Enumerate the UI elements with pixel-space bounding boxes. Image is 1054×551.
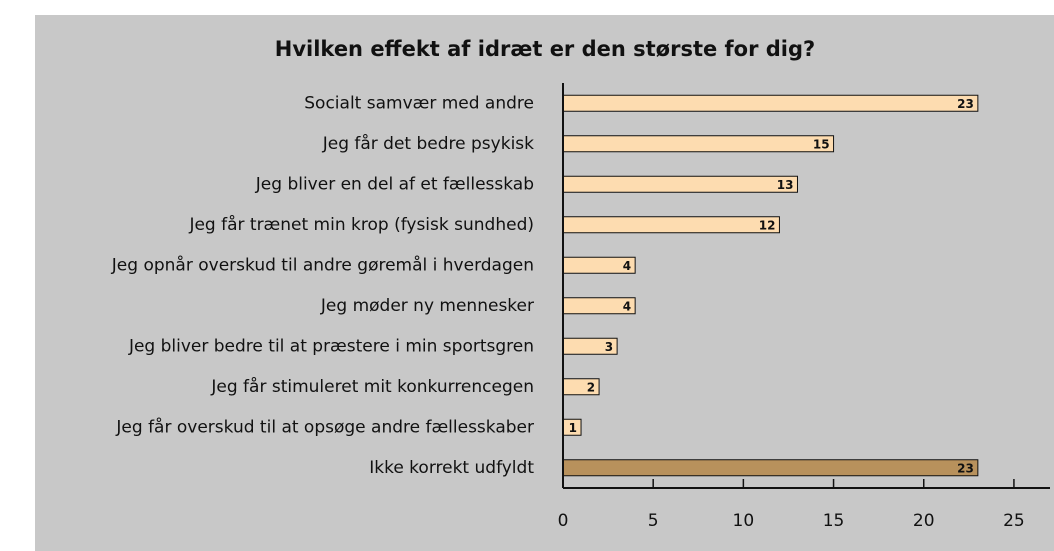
x-tick-label: 20 [913, 511, 935, 531]
bar [562, 94, 979, 112]
x-tick-label: 10 [733, 511, 755, 531]
y-tick-label: Jeg får trænet min krop (fysisk sundhed) [188, 214, 534, 235]
x-tick-label: 0 [558, 511, 569, 531]
y-tick-label: Jeg møder ny mennesker [320, 296, 534, 316]
y-tick-label: Socialt samvær med andre [304, 93, 534, 113]
x-tick-label: 25 [1003, 511, 1025, 531]
value-label: 1 [569, 421, 577, 435]
value-label: 4 [623, 259, 631, 273]
value-label: 3 [605, 340, 613, 354]
y-tick-label: Jeg får overskud til at opsøge andre fæl… [115, 416, 534, 437]
value-label: 13 [777, 178, 794, 192]
y-tick-label: Jeg bliver bedre til at præstere i min s… [128, 336, 534, 356]
value-label: 23 [957, 461, 974, 475]
chart-title: Hvilken effekt af idræt er den største f… [275, 37, 815, 61]
bar [562, 135, 835, 153]
x-tick-label: 15 [823, 511, 845, 531]
x-tick-label: 5 [648, 511, 659, 531]
value-label: 2 [587, 380, 595, 394]
y-tick-label: Jeg får det bedre psykisk [322, 133, 534, 154]
bar [562, 216, 780, 234]
y-tick-label: Jeg får stimuleret mit konkurrencegen [210, 376, 534, 397]
value-label: 15 [813, 137, 830, 151]
bar [562, 175, 798, 193]
y-tick-label: Jeg opnår overskud til andre gøremål i h… [111, 254, 534, 275]
y-tick-label: Jeg bliver en del af et fællesskab [255, 174, 534, 194]
value-label: 4 [623, 299, 631, 313]
value-label: 23 [957, 97, 974, 111]
y-tick-label: Ikke korrekt udfyldt [369, 458, 534, 478]
value-label: 12 [759, 218, 776, 232]
bar [562, 459, 979, 477]
